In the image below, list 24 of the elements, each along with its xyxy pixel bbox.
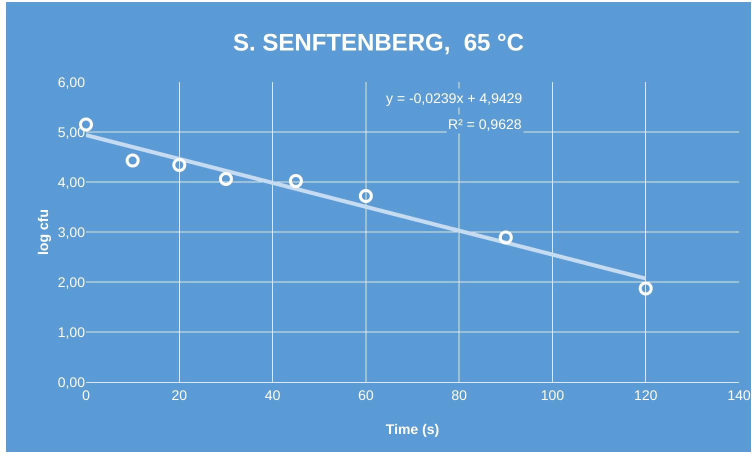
y-tick-label: 6,00 [58, 74, 86, 90]
point [288, 174, 303, 188]
point [218, 172, 233, 186]
x-tick-label: 140 [727, 386, 751, 403]
x-tick-label: 40 [264, 386, 281, 403]
point [498, 230, 513, 244]
x-axis-title: Time (s) [386, 421, 440, 437]
annotation: y = -0,0239x + 4,9429 [386, 90, 522, 106]
point [126, 154, 140, 168]
y-tick-label: 3,00 [58, 224, 86, 240]
y-axis-title: log cfu [35, 209, 51, 255]
y-tick-label: 2,00 [58, 274, 86, 290]
annotation: R² = 0,9628 [448, 116, 522, 132]
point [358, 189, 373, 203]
y-tick-label: 4,00 [58, 174, 86, 190]
y-tick-label: 1,00 [58, 324, 86, 340]
x-tick-label: 80 [451, 386, 468, 403]
x-tick-label: 100 [540, 386, 564, 403]
point [638, 282, 653, 296]
chart-title: S. SENFTENBERG, 65 °C [233, 29, 524, 56]
x-tick-label: 60 [358, 386, 374, 403]
point [172, 158, 186, 172]
x-tick-label: 20 [172, 386, 188, 403]
x-tick-label: 120 [634, 386, 658, 403]
